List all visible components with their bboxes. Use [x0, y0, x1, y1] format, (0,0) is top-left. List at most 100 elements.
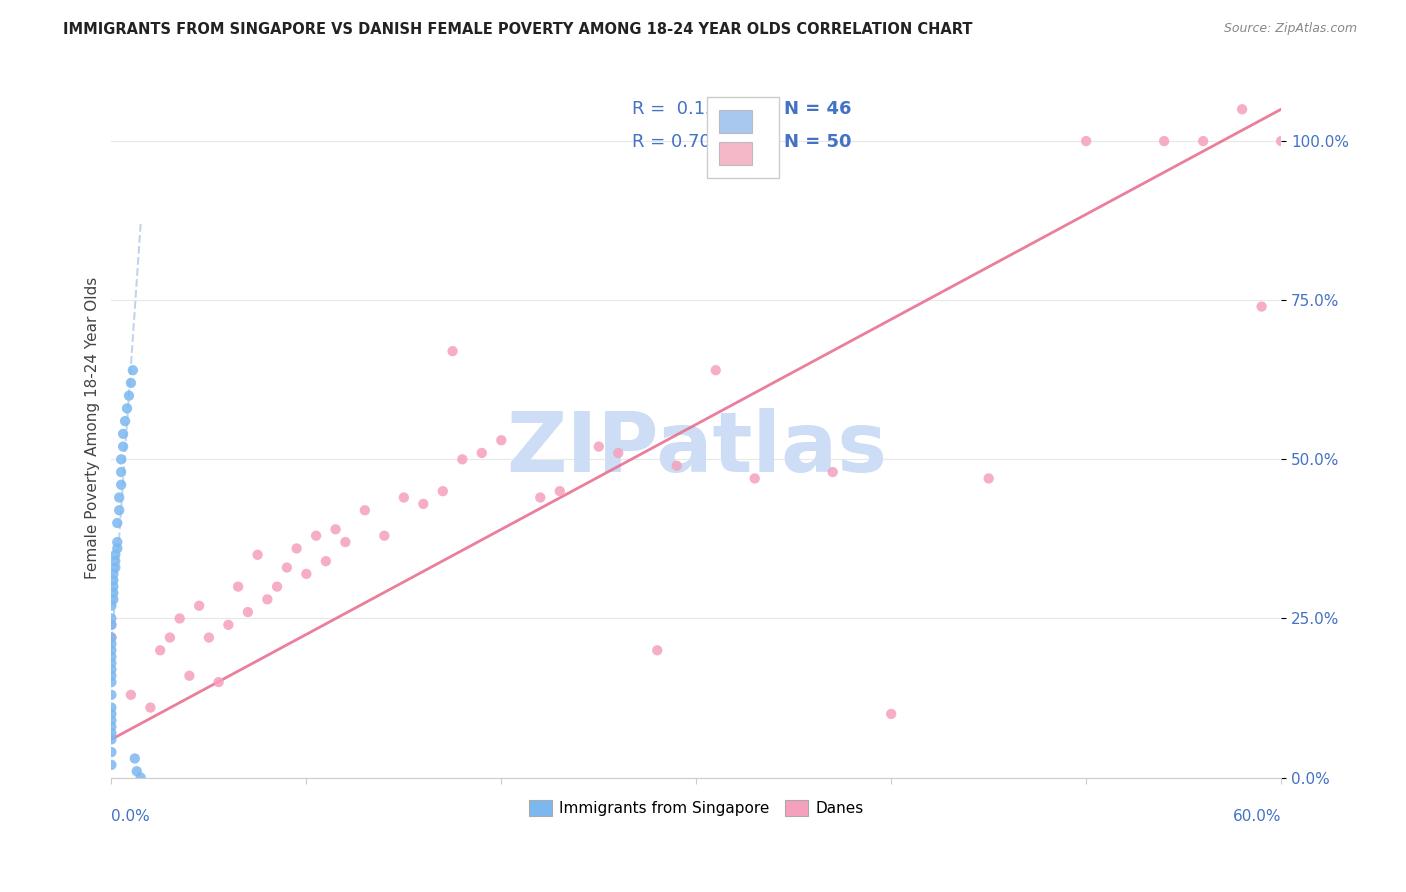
Point: [315, 554, 337, 568]
Text: R =  0.156: R = 0.156: [631, 100, 728, 118]
Point: [100, 643, 122, 657]
Point: [880, 706, 903, 721]
Point: [100, 688, 122, 702]
Point: [529, 491, 551, 505]
Point: [100, 631, 122, 645]
Point: [1230, 102, 1253, 116]
Point: [1270, 134, 1292, 148]
Point: [125, 764, 148, 779]
Text: R = 0.707: R = 0.707: [631, 133, 723, 151]
Point: [103, 586, 125, 600]
Point: [124, 751, 146, 765]
Point: [100, 745, 122, 759]
Point: [100, 637, 122, 651]
Text: IMMIGRANTS FROM SINGAPORE VS DANISH FEMALE POVERTY AMONG 18-24 YEAR OLDS CORRELA: IMMIGRANTS FROM SINGAPORE VS DANISH FEMA…: [63, 22, 973, 37]
Point: [115, 401, 138, 416]
Point: [100, 649, 122, 664]
Point: [100, 611, 122, 625]
Point: [977, 471, 1000, 485]
Point: [285, 541, 308, 556]
Point: [110, 477, 132, 491]
Point: [149, 643, 172, 657]
Point: [105, 541, 128, 556]
Legend: Immigrants from Singapore, Danes: Immigrants from Singapore, Danes: [523, 794, 870, 822]
Point: [305, 529, 328, 543]
Point: [335, 535, 357, 549]
Text: N = 46: N = 46: [785, 100, 852, 118]
Text: ZIPatlas: ZIPatlas: [506, 408, 887, 489]
Point: [120, 376, 142, 390]
Point: [704, 363, 727, 377]
Point: [179, 669, 201, 683]
Point: [100, 732, 122, 747]
Point: [1076, 134, 1098, 148]
Point: [100, 675, 122, 690]
Point: [100, 656, 122, 670]
Point: [110, 452, 132, 467]
Point: [207, 675, 229, 690]
Point: [120, 688, 142, 702]
Point: [432, 484, 454, 499]
Point: [103, 592, 125, 607]
Y-axis label: Female Poverty Among 18-24 Year Olds: Female Poverty Among 18-24 Year Olds: [86, 277, 100, 579]
Point: [353, 503, 375, 517]
Point: [1250, 300, 1272, 314]
Point: [295, 566, 318, 581]
Point: [103, 574, 125, 588]
Point: [821, 465, 844, 479]
Point: [217, 617, 239, 632]
Point: [100, 757, 122, 772]
Point: [114, 414, 136, 428]
Point: [226, 580, 249, 594]
Point: [373, 529, 395, 543]
Point: [266, 580, 288, 594]
Point: [412, 497, 434, 511]
Point: [104, 560, 127, 574]
Point: [105, 535, 128, 549]
Point: [100, 599, 122, 613]
Point: [103, 566, 125, 581]
Point: [491, 434, 513, 448]
Point: [159, 631, 181, 645]
Point: [451, 452, 474, 467]
Point: [100, 617, 122, 632]
Point: [121, 363, 143, 377]
Point: [104, 548, 127, 562]
Point: [1153, 134, 1175, 148]
Point: [1192, 134, 1215, 148]
Text: 0.0%: 0.0%: [111, 809, 150, 824]
Point: [105, 516, 128, 530]
Point: [100, 631, 122, 645]
Point: [100, 617, 122, 632]
Point: [108, 503, 131, 517]
Point: [100, 669, 122, 683]
Point: [236, 605, 259, 619]
Point: [100, 662, 122, 676]
Point: [588, 440, 610, 454]
Point: [548, 484, 571, 499]
Point: [246, 548, 269, 562]
Point: [665, 458, 688, 473]
Point: [100, 720, 122, 734]
Text: Source: ZipAtlas.com: Source: ZipAtlas.com: [1223, 22, 1357, 36]
Point: [471, 446, 494, 460]
Point: [188, 599, 211, 613]
Point: [139, 700, 162, 714]
Point: [441, 344, 464, 359]
Point: [108, 491, 131, 505]
Point: [276, 560, 298, 574]
Point: [104, 554, 127, 568]
Text: 60.0%: 60.0%: [1233, 809, 1281, 824]
Point: [392, 491, 415, 505]
Point: [100, 700, 122, 714]
Point: [607, 446, 630, 460]
Point: [744, 471, 766, 485]
Point: [100, 706, 122, 721]
Point: [112, 426, 135, 441]
Point: [198, 631, 221, 645]
Point: [110, 465, 132, 479]
Point: [169, 611, 191, 625]
Point: [645, 643, 668, 657]
Point: [118, 389, 141, 403]
Point: [256, 592, 278, 607]
